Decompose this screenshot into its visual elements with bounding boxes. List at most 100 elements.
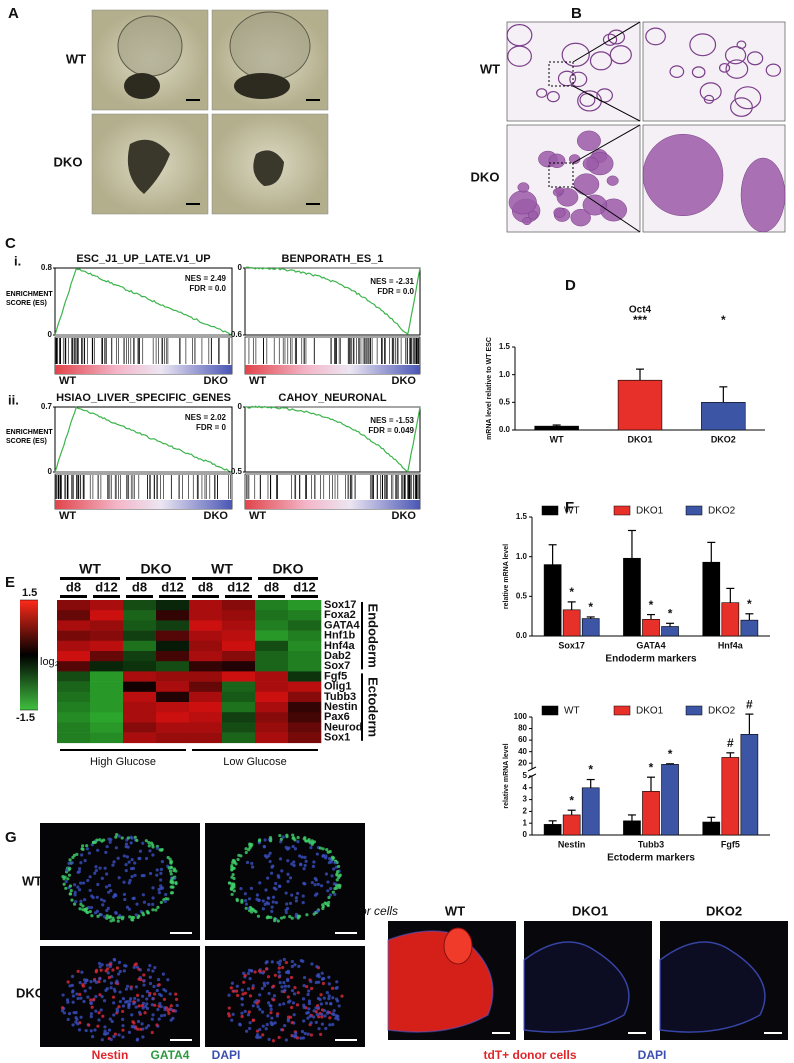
heatmap-cell <box>123 630 157 642</box>
cell <box>151 843 155 847</box>
stain-label: Nestin <box>92 1048 129 1062</box>
tissue <box>730 97 753 117</box>
cell <box>64 879 68 884</box>
cell <box>296 991 300 995</box>
row-label: DKO <box>16 985 45 1000</box>
cell <box>174 997 179 1001</box>
row-label: WT <box>480 61 500 76</box>
heatmap-cell <box>90 691 124 703</box>
row-label: DKO <box>471 169 500 184</box>
y-tick-label: 0 <box>48 467 53 476</box>
explant <box>523 941 630 1033</box>
cell <box>230 887 234 891</box>
cell <box>290 964 294 969</box>
x-tick-label: Tubb3 <box>638 839 664 849</box>
y-axis-label: relative mRNA level <box>503 544 510 609</box>
cell <box>286 995 290 999</box>
cell <box>317 1027 321 1031</box>
day-bar <box>60 595 87 598</box>
nes: NES = 2.49 <box>185 274 227 283</box>
cell <box>279 837 283 841</box>
cell <box>266 975 271 979</box>
tissue <box>725 59 749 79</box>
gene-label: Sox7 <box>324 660 350 672</box>
rank-right: DKO <box>392 510 417 522</box>
cell <box>80 853 84 857</box>
cell <box>323 901 327 905</box>
heatmap-cell <box>222 702 256 713</box>
heatmap-cell <box>57 600 91 611</box>
cell <box>333 861 337 865</box>
heatmap-cell <box>90 732 124 744</box>
cell <box>114 911 118 915</box>
cell <box>79 902 83 906</box>
cell <box>145 1006 150 1011</box>
heatmap-cell <box>90 661 124 672</box>
heatmap-cell <box>222 600 256 611</box>
cell <box>102 838 106 842</box>
cell <box>273 973 277 977</box>
cell <box>67 873 72 877</box>
cell <box>67 861 71 865</box>
cell <box>141 841 145 845</box>
y-tick-label: 4 <box>523 783 528 792</box>
cell <box>104 850 108 854</box>
cell <box>102 899 106 903</box>
cell <box>151 1013 155 1017</box>
heatmap-cell <box>90 671 124 682</box>
cell <box>96 848 100 852</box>
cell <box>111 863 115 867</box>
cell <box>262 981 266 985</box>
cell <box>148 964 152 968</box>
cell <box>105 987 109 991</box>
cell <box>61 875 65 879</box>
cell <box>255 1035 259 1039</box>
cell <box>87 1023 91 1027</box>
cell <box>229 986 233 990</box>
cell <box>242 980 246 984</box>
cell <box>81 983 85 987</box>
cell <box>168 992 172 996</box>
heatmap-cell <box>222 620 256 631</box>
cell <box>283 984 287 988</box>
cell <box>156 905 160 909</box>
heatmap-cell <box>288 620 322 631</box>
cell <box>135 1038 139 1042</box>
cell <box>335 884 339 888</box>
cell <box>243 991 247 995</box>
condition-label: Low Glucose <box>223 756 287 768</box>
cell <box>117 972 121 976</box>
cell <box>109 981 113 985</box>
rank-right: DKO <box>392 375 417 387</box>
cell <box>265 1022 269 1027</box>
cell <box>108 915 112 919</box>
cell <box>145 997 149 1001</box>
cell <box>160 859 164 864</box>
heatmap-cell <box>57 681 91 693</box>
cell <box>275 1014 280 1018</box>
heatmap-cell <box>222 661 256 672</box>
bar <box>543 824 562 836</box>
tissue <box>669 65 685 79</box>
cell <box>264 967 269 971</box>
cell <box>266 981 270 985</box>
cell <box>284 960 288 965</box>
cell <box>263 838 267 842</box>
tissue <box>508 190 537 215</box>
heatmap-cell <box>156 671 190 682</box>
cell <box>284 891 288 895</box>
tissue <box>536 88 548 98</box>
legend-label: DKO2 <box>708 506 736 517</box>
y-tick-label: 0.0 <box>516 631 528 640</box>
legend-swatch <box>613 505 631 516</box>
cell <box>121 1028 125 1032</box>
tissue <box>582 156 599 171</box>
cell <box>71 1023 75 1027</box>
cell <box>112 1034 116 1039</box>
legend-label: DKO1 <box>636 706 664 717</box>
y-tick-label: 80 <box>518 724 527 733</box>
cell <box>270 960 274 964</box>
cell <box>243 1009 247 1013</box>
heatmap-cell <box>189 661 223 672</box>
